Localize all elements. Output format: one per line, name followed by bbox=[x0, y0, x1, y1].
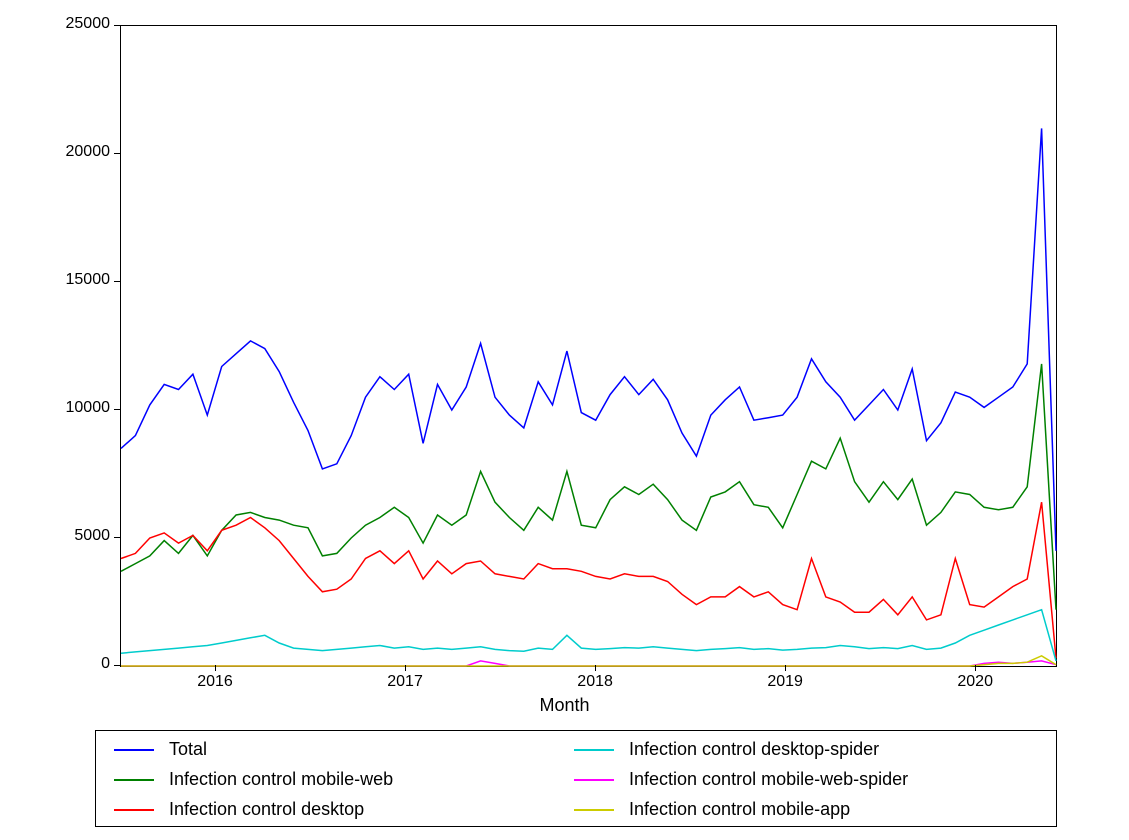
x-axis-label: Month bbox=[539, 695, 589, 716]
x-tick-mark bbox=[975, 665, 976, 671]
legend-label: Infection control mobile-web-spider bbox=[629, 769, 908, 790]
y-tick-mark bbox=[114, 25, 120, 26]
y-tick-mark bbox=[114, 409, 120, 410]
chart-container: 0 5000 10000 15000 20000 25000 2016 2017 2018 20… bbox=[0, 0, 1129, 840]
series-line bbox=[121, 610, 1056, 661]
y-tick-label: 15000 bbox=[50, 271, 110, 289]
legend-item: Infection control mobile-app bbox=[574, 799, 850, 820]
legend-box: Total Infection control mobile-web Infecti… bbox=[95, 730, 1057, 827]
y-tick-label: 20000 bbox=[50, 143, 110, 161]
x-tick-label: 2016 bbox=[197, 673, 233, 691]
series-line bbox=[121, 502, 1056, 658]
y-tick-mark bbox=[114, 153, 120, 154]
y-tick-label: 10000 bbox=[50, 399, 110, 417]
y-tick-mark bbox=[114, 537, 120, 538]
x-tick-mark bbox=[405, 665, 406, 671]
x-tick-mark bbox=[785, 665, 786, 671]
legend-item: Infection control desktop bbox=[114, 799, 364, 820]
y-tick-label: 25000 bbox=[50, 15, 110, 33]
x-tick-label: 2017 bbox=[387, 673, 423, 691]
y-tick-mark bbox=[114, 665, 120, 666]
legend-line-swatch bbox=[114, 749, 154, 751]
series-line bbox=[121, 656, 1056, 666]
x-tick-label: 2019 bbox=[767, 673, 803, 691]
legend-item: Infection control desktop-spider bbox=[574, 739, 879, 760]
legend-item: Infection control mobile-web bbox=[114, 769, 393, 790]
legend-line-swatch bbox=[114, 809, 154, 811]
plot-area bbox=[120, 25, 1057, 667]
legend-label: Total bbox=[169, 739, 207, 760]
legend-line-swatch bbox=[574, 779, 614, 781]
legend-label: Infection control mobile-app bbox=[629, 799, 850, 820]
legend-item: Total bbox=[114, 739, 207, 760]
x-tick-mark bbox=[595, 665, 596, 671]
series-line bbox=[121, 364, 1056, 610]
legend-label: Infection control mobile-web bbox=[169, 769, 393, 790]
legend-label: Infection control desktop bbox=[169, 799, 364, 820]
legend-line-swatch bbox=[574, 749, 614, 751]
y-tick-label: 5000 bbox=[50, 527, 110, 545]
x-tick-mark bbox=[215, 665, 216, 671]
x-tick-label: 2018 bbox=[577, 673, 613, 691]
legend-line-swatch bbox=[574, 809, 614, 811]
legend-label: Infection control desktop-spider bbox=[629, 739, 879, 760]
y-tick-mark bbox=[114, 281, 120, 282]
legend-line-swatch bbox=[114, 779, 154, 781]
series-line bbox=[121, 128, 1056, 550]
legend-item: Infection control mobile-web-spider bbox=[574, 769, 908, 790]
x-tick-label: 2020 bbox=[957, 673, 993, 691]
y-tick-label: 0 bbox=[50, 655, 110, 673]
series-line bbox=[121, 661, 1056, 666]
chart-lines-svg bbox=[121, 26, 1056, 666]
